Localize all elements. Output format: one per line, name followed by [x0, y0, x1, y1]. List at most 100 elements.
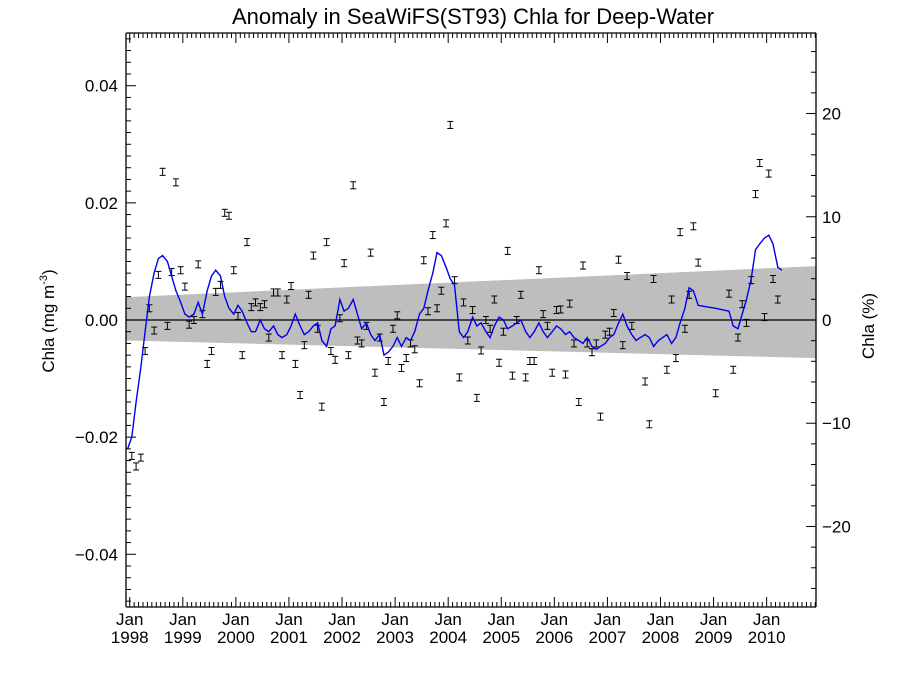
y-axis-right-tick-label: 10	[822, 208, 841, 227]
data-point	[628, 321, 635, 330]
data-point	[509, 371, 516, 380]
data-point	[650, 274, 657, 284]
data-point	[128, 451, 135, 460]
data-point	[575, 397, 582, 407]
y-axis-left-tick-label: 0.02	[85, 194, 118, 213]
data-point	[460, 298, 467, 307]
data-points-layer	[128, 120, 781, 471]
data-point	[305, 290, 312, 299]
data-point	[589, 348, 596, 357]
data-point	[301, 341, 308, 350]
y-axis-left-tick-label: −0.02	[75, 428, 118, 447]
data-point	[327, 347, 334, 356]
data-point	[473, 393, 480, 402]
data-point	[252, 298, 259, 307]
data-point	[221, 208, 228, 217]
data-point	[531, 356, 538, 366]
uncertainty-band	[126, 266, 816, 359]
data-point	[257, 303, 264, 312]
data-point	[734, 333, 741, 342]
data-point	[159, 167, 166, 176]
data-point	[765, 169, 772, 178]
data-point	[570, 339, 577, 348]
data-point	[500, 327, 507, 336]
data-point	[181, 282, 188, 291]
data-point	[283, 295, 290, 304]
data-point	[752, 190, 759, 199]
data-point	[358, 339, 365, 348]
data-point	[137, 453, 144, 462]
y-axis-right-tick-label: −20	[822, 517, 851, 536]
data-point	[403, 354, 410, 363]
data-point	[566, 299, 573, 308]
data-point	[429, 231, 436, 240]
x-axis-tick-label-month: Jan	[541, 610, 568, 629]
x-axis-tick-label-year: 2004	[429, 628, 467, 647]
y-axis-right-tick-label: 20	[822, 105, 841, 124]
data-point	[712, 389, 719, 398]
y-axis-left-label: Chla (mg m-3)	[38, 269, 58, 372]
y-axis-left-tick-label: 0.00	[85, 311, 118, 330]
data-point	[478, 346, 485, 355]
data-point	[297, 390, 304, 399]
data-point	[133, 462, 140, 471]
data-point	[761, 313, 768, 322]
data-point	[274, 288, 281, 297]
data-point	[230, 266, 237, 275]
data-point	[606, 327, 613, 336]
data-point	[743, 318, 750, 327]
y-axis-right-tick-label: −10	[822, 414, 851, 433]
data-point	[491, 295, 498, 304]
data-point	[668, 295, 675, 304]
data-point	[770, 274, 777, 284]
data-point	[438, 286, 445, 295]
x-axis-tick-label-year: 2010	[748, 628, 786, 647]
data-point	[389, 324, 396, 333]
x-axis-tick-label-month: Jan	[169, 610, 196, 629]
data-point	[420, 256, 427, 265]
x-axis-tick-label-month: Jan	[753, 610, 780, 629]
data-point	[416, 379, 423, 388]
data-point	[553, 306, 560, 315]
data-point	[482, 315, 489, 325]
data-point	[464, 336, 471, 345]
data-point	[504, 246, 511, 255]
data-point	[208, 347, 215, 356]
x-axis-tick-label-month: Jan	[116, 610, 143, 629]
data-point	[345, 351, 352, 360]
x-axis-tick-label-year: 2001	[270, 628, 308, 647]
data-point	[517, 290, 524, 299]
data-point	[522, 373, 529, 382]
data-point	[288, 282, 295, 291]
x-axis-tick-label-year: 2002	[323, 628, 361, 647]
data-point	[756, 159, 763, 168]
data-point	[725, 289, 732, 298]
data-point	[496, 358, 503, 367]
uncertainty-band-layer	[126, 266, 816, 359]
data-point	[398, 364, 405, 373]
data-point	[244, 238, 251, 247]
x-axis-tick-label-month: Jan	[488, 610, 515, 629]
data-point	[549, 368, 556, 377]
data-point	[239, 351, 246, 360]
data-point	[172, 178, 179, 187]
data-point	[593, 339, 600, 348]
x-axis-tick-label-year: 1999	[164, 628, 202, 647]
x-axis-tick-label-month: Jan	[594, 610, 621, 629]
data-point	[225, 211, 232, 220]
x-axis-tick-label-year: 2009	[695, 628, 733, 647]
x-axis-tick-label-year: 2005	[482, 628, 520, 647]
y-axis-left-label-close: )	[39, 269, 58, 275]
data-point	[411, 345, 418, 354]
y-axis-left-tick-label: 0.04	[85, 77, 118, 96]
data-point	[774, 295, 781, 304]
data-point	[367, 248, 374, 257]
data-point	[234, 311, 241, 320]
x-axis-tick-label-year: 2000	[217, 628, 255, 647]
data-point	[681, 324, 688, 333]
data-point	[672, 354, 679, 363]
x-axis-tick-label-month: Jan	[700, 610, 727, 629]
data-point	[155, 270, 162, 279]
